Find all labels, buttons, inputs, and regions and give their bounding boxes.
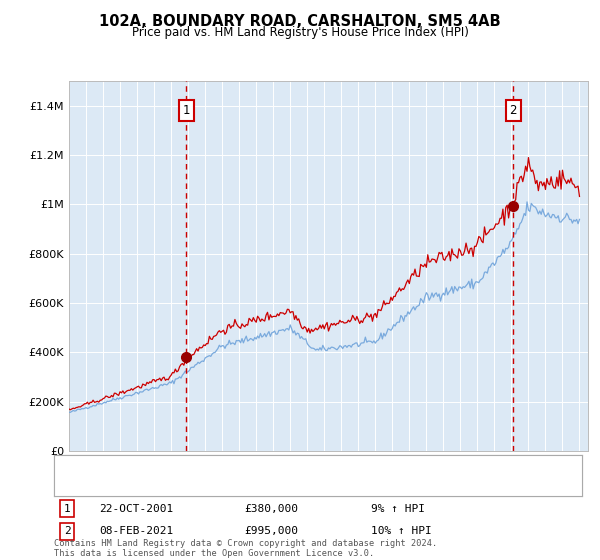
Text: £995,000: £995,000 — [244, 526, 298, 536]
Text: 102A, BOUNDARY ROAD, CARSHALTON, SM5 4AB: 102A, BOUNDARY ROAD, CARSHALTON, SM5 4AB — [99, 14, 501, 29]
Text: 2: 2 — [509, 104, 517, 117]
Text: 10% ↑ HPI: 10% ↑ HPI — [371, 526, 431, 536]
Text: 1: 1 — [64, 503, 71, 514]
Text: 22-OCT-2001: 22-OCT-2001 — [99, 503, 173, 514]
Text: Contains HM Land Registry data © Crown copyright and database right 2024.
This d: Contains HM Land Registry data © Crown c… — [54, 539, 437, 558]
Text: 102A, BOUNDARY ROAD, CARSHALTON, SM5 4AB (detached house): 102A, BOUNDARY ROAD, CARSHALTON, SM5 4AB… — [107, 461, 463, 471]
Text: £380,000: £380,000 — [244, 503, 298, 514]
Text: HPI: Average price, detached house, Sutton: HPI: Average price, detached house, Sutt… — [107, 480, 370, 489]
Text: 2: 2 — [64, 526, 71, 536]
Text: 9% ↑ HPI: 9% ↑ HPI — [371, 503, 425, 514]
Text: Price paid vs. HM Land Registry's House Price Index (HPI): Price paid vs. HM Land Registry's House … — [131, 26, 469, 39]
Text: 1: 1 — [182, 104, 190, 117]
Text: 08-FEB-2021: 08-FEB-2021 — [99, 526, 173, 536]
